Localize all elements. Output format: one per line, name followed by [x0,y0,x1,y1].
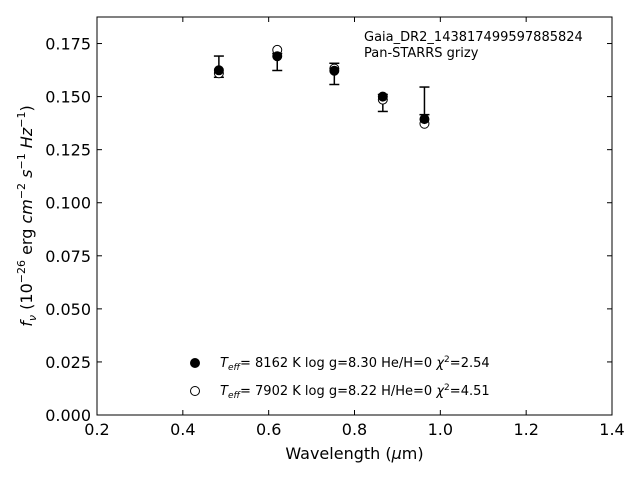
filled-model-point [329,65,340,76]
y-tick-label: 0.000 [45,406,91,425]
x-tick-label: 1.2 [513,420,538,439]
legend-entry-1: Teff= 8162 K log g=8.30 He/H=0 χ2=2.54 [220,355,490,373]
legend-marker-filled [190,358,200,368]
x-axis-title: Wavelength (μm) [285,444,423,463]
legend-entry-2: Teff= 7902 K log g=8.22 H/He=0 χ2=4.51 [220,383,490,401]
x-tick-label: 1.0 [428,420,453,439]
y-tick-label: 0.025 [45,353,91,372]
y-tick-label: 0.100 [45,194,91,213]
x-tick-label: 0.6 [256,420,281,439]
plot-area [213,44,430,129]
filled-model-point [213,65,224,76]
x-tick-label: 0.2 [84,420,109,439]
x-tick-label: 0.8 [342,420,367,439]
filled-model-point [272,51,283,62]
filled-model-point [419,114,430,125]
y-tick-label: 0.075 [45,247,91,266]
star-id-annotation: Gaia_DR2_1438174995978858​24 [364,30,583,45]
legend: Teff= 8162 K log g=8.30 He/H=0 χ2=2.54 T… [190,355,490,401]
legend-2-chi2: 4.51 [461,384,490,399]
legend-2-logg: 8.22 [348,384,377,399]
y-axis-ticks: 0.000 0.025 0.050 0.075 0.100 0.125 0.150 0.175 [45,35,612,425]
legend-marker-open [190,386,200,396]
legend-2-comp: H/He=0 [381,384,432,399]
x-tick-label: 1.4 [599,420,624,439]
legend-1-chi2: 2.54 [461,356,490,371]
y-tick-label: 0.125 [45,141,91,160]
y-tick-label: 0.150 [45,88,91,107]
legend-1-teff: 8162 [255,356,288,371]
y-tick-label: 0.175 [45,35,91,54]
legend-1-logg: 8.30 [348,356,377,371]
x-tick-label: 0.4 [170,420,195,439]
filled-model-point [377,91,388,102]
survey-annotation: Pan-STARRS grizy [364,46,479,61]
x-axis-ticks: 0.2 0.4 0.6 0.8 1.0 1.2 1.4 [84,17,625,439]
legend-1-comp: He/H=0 [381,356,432,371]
y-axis-title: fν (10−26 erg cm−2 s−1 Hz−1) [15,105,39,326]
y-tick-label: 0.050 [45,300,91,319]
legend-2-teff: 7902 [255,384,288,399]
